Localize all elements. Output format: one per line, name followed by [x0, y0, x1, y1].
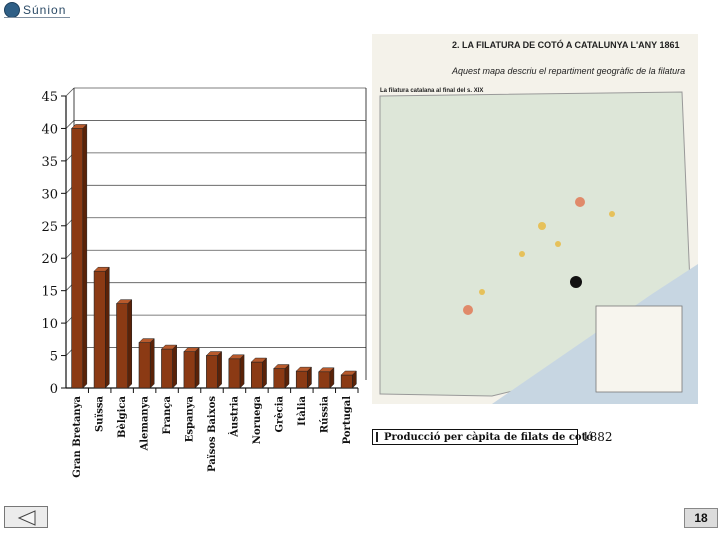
- y-tick-label: 40: [41, 122, 58, 137]
- bar-side: [284, 363, 290, 389]
- previous-slide-button[interactable]: [4, 506, 48, 528]
- bar: [206, 355, 218, 389]
- bar-side: [194, 347, 200, 389]
- page-number: 18: [684, 508, 718, 528]
- y-tick-label: 10: [41, 317, 58, 332]
- bar-side: [307, 366, 312, 389]
- x-category-label: Països Baixos: [207, 396, 218, 472]
- x-category-label: Itàlia: [297, 395, 308, 425]
- x-category-label: Àustria: [228, 395, 240, 437]
- bar-side: [105, 266, 110, 389]
- bar: [71, 128, 84, 389]
- gridline-diagonal: [65, 87, 75, 97]
- y-tick-label: 25: [41, 220, 58, 235]
- triangle-left-icon: [17, 510, 36, 526]
- x-category-label: Rússia: [319, 395, 330, 433]
- bar-side: [329, 367, 335, 389]
- map-inset-title: La filatura catalana al final del s. XIX: [380, 88, 484, 94]
- bar-side: [172, 344, 177, 389]
- catalonia-map-graphic: [379, 91, 698, 404]
- bar-side: [82, 123, 88, 389]
- bar: [340, 374, 353, 389]
- legend-box: Producció per càpita de filats de cotó: [372, 429, 593, 445]
- x-category-label: França: [162, 395, 173, 434]
- y-tick-label: 15: [41, 285, 58, 300]
- cotton-map-image: 2. LA FILATURA DE COTÓ A CATALUNYA L'ANY…: [372, 34, 698, 404]
- bar: [183, 351, 196, 389]
- bar-side: [217, 350, 222, 389]
- gridline-diagonal: [65, 120, 75, 129]
- year-annotation: 1882: [582, 430, 613, 444]
- x-category-label: Alemanya: [140, 395, 151, 451]
- x-category-label: Suïssa: [95, 395, 106, 432]
- y-tick-label: 35: [41, 155, 58, 170]
- bar-side: [127, 299, 133, 389]
- bar: [116, 303, 129, 389]
- y-tick-label: 5: [50, 350, 58, 365]
- bar: [228, 358, 241, 389]
- x-category-label: Portugal: [342, 396, 353, 445]
- x-category-label: Espanya: [185, 395, 196, 442]
- bar-side: [149, 337, 155, 389]
- y-tick-label: 20: [41, 252, 58, 267]
- x-category-label: Noruega: [252, 395, 263, 444]
- legend-swatch: [376, 432, 378, 442]
- chart-legend: Producció per càpita de filats de cotó 1…: [372, 429, 613, 445]
- bar: [138, 342, 151, 389]
- bar: [295, 370, 308, 389]
- bar-side: [352, 370, 357, 389]
- bar: [93, 270, 106, 389]
- y-tick-label: 30: [41, 187, 58, 202]
- sunion-logo: Súnion: [4, 2, 66, 18]
- x-category-label: Grècia: [274, 395, 285, 432]
- map-title: 2. LA FILATURA DE COTÓ A CATALUNYA L'ANY…: [452, 40, 680, 50]
- bar: [161, 348, 173, 389]
- x-category-label: Gran Bretanya: [72, 395, 83, 477]
- bar: [318, 371, 331, 389]
- y-tick-label: 0: [50, 382, 58, 397]
- logo-divider: [4, 17, 70, 18]
- logo-text: Súnion: [23, 3, 67, 17]
- legend-label: Producció per càpita de filats de cotó: [384, 431, 593, 443]
- bar-side: [262, 357, 267, 389]
- y-tick-label: 45: [41, 90, 58, 105]
- x-category-label: Bèlgica: [117, 395, 128, 437]
- bar: [273, 368, 286, 389]
- bar: [251, 361, 263, 389]
- bar-side: [239, 354, 245, 389]
- map-subtitle: Aquest mapa descriu el repartiment geogr…: [452, 66, 686, 76]
